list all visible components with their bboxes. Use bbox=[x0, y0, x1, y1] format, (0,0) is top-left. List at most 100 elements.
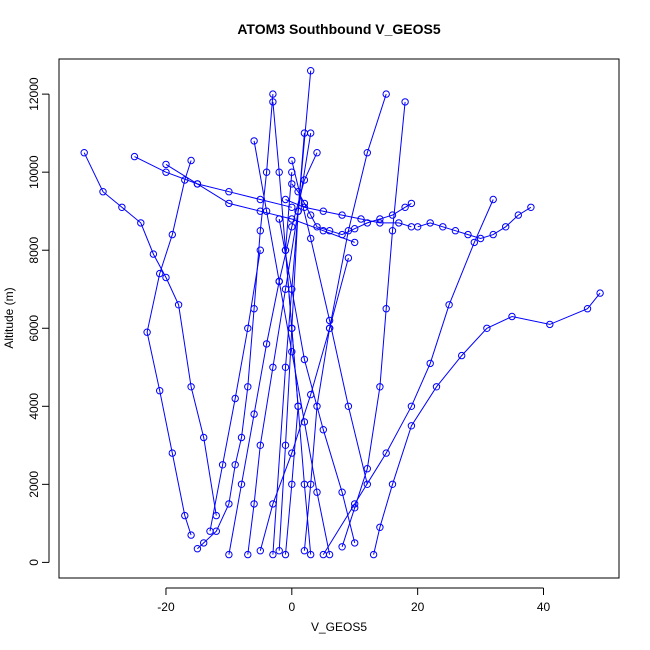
data-point bbox=[338, 543, 346, 551]
data-point bbox=[407, 223, 416, 231]
data-point bbox=[288, 480, 296, 488]
data-point bbox=[401, 203, 409, 212]
data-point bbox=[256, 195, 264, 204]
data-point bbox=[464, 230, 472, 239]
data-point bbox=[401, 98, 409, 106]
data-point bbox=[256, 547, 264, 555]
data-point bbox=[206, 527, 214, 535]
data-point bbox=[502, 223, 510, 231]
x-axis-label: V_GEOS5 bbox=[311, 620, 367, 634]
data-point bbox=[489, 195, 497, 204]
series-line-10 bbox=[291, 183, 412, 236]
data-point bbox=[376, 215, 384, 223]
data-point bbox=[363, 480, 371, 488]
data-point bbox=[269, 98, 277, 106]
data-point bbox=[319, 227, 327, 235]
data-point bbox=[476, 234, 485, 243]
series-line-16 bbox=[272, 101, 312, 555]
series-line-11 bbox=[417, 206, 532, 240]
data-point bbox=[307, 550, 315, 559]
data-point bbox=[231, 461, 239, 469]
data-point bbox=[376, 523, 384, 531]
data-point bbox=[149, 250, 158, 258]
series-line-23 bbox=[291, 160, 368, 485]
data-point bbox=[363, 149, 371, 157]
data-point bbox=[439, 223, 447, 231]
data-point bbox=[407, 422, 416, 430]
series-line-2 bbox=[83, 152, 217, 516]
data-point bbox=[288, 348, 296, 356]
data-point bbox=[118, 203, 126, 212]
data-point bbox=[256, 246, 264, 254]
y-tick-label: 12000 bbox=[27, 77, 41, 111]
x-axis: -20 0 20 40 bbox=[157, 587, 551, 614]
data-point bbox=[250, 500, 258, 508]
data-point bbox=[325, 316, 334, 325]
x-tick-label: 40 bbox=[537, 600, 551, 614]
data-point bbox=[231, 394, 239, 403]
data-point bbox=[168, 449, 177, 457]
data-point bbox=[225, 199, 233, 208]
data-point bbox=[237, 433, 246, 442]
data-point bbox=[351, 500, 359, 508]
data-point bbox=[162, 273, 170, 282]
data-point bbox=[300, 547, 309, 555]
data-point bbox=[369, 550, 378, 559]
plot-frame bbox=[58, 58, 620, 579]
data-point bbox=[281, 550, 290, 559]
data-point bbox=[388, 480, 397, 488]
data-point bbox=[325, 550, 334, 559]
y-axis: 0 2000 4000 6000 8000 10000 12000 bbox=[27, 77, 50, 566]
data-point bbox=[269, 363, 277, 371]
data-point bbox=[300, 199, 309, 208]
data-point bbox=[225, 500, 233, 508]
y-tick-label: 4000 bbox=[27, 393, 41, 420]
data-point bbox=[281, 195, 290, 204]
data-point bbox=[382, 90, 390, 98]
data-point bbox=[300, 129, 309, 137]
data-point bbox=[388, 227, 397, 235]
data-point bbox=[225, 188, 233, 196]
data-point bbox=[156, 269, 164, 278]
data-point bbox=[288, 285, 296, 293]
data-point bbox=[325, 324, 334, 332]
data-point bbox=[583, 305, 592, 313]
data-point bbox=[288, 223, 296, 231]
data-point bbox=[187, 531, 195, 539]
y-axis-label: Altitude (m) bbox=[2, 287, 16, 348]
data-point bbox=[225, 550, 233, 559]
data-point bbox=[395, 219, 403, 227]
data-point bbox=[319, 207, 327, 215]
data-point bbox=[156, 387, 164, 395]
data-point bbox=[376, 383, 384, 391]
data-point bbox=[187, 156, 195, 165]
series-layer bbox=[80, 67, 604, 559]
data-point bbox=[382, 449, 390, 457]
data-point bbox=[351, 238, 359, 247]
data-point bbox=[256, 441, 264, 449]
data-point bbox=[250, 410, 258, 418]
data-point bbox=[237, 480, 246, 488]
data-point bbox=[426, 219, 434, 227]
data-point bbox=[281, 363, 290, 371]
data-point bbox=[275, 215, 283, 223]
data-point bbox=[344, 254, 353, 262]
data-point bbox=[244, 383, 252, 391]
data-point bbox=[288, 203, 296, 212]
data-point bbox=[307, 211, 315, 219]
series-line-6 bbox=[341, 101, 406, 547]
data-point bbox=[307, 67, 315, 75]
data-point bbox=[275, 277, 283, 286]
data-point bbox=[162, 168, 170, 176]
data-point bbox=[200, 433, 208, 442]
y-tick-label: 8000 bbox=[27, 237, 41, 264]
data-point bbox=[313, 488, 321, 496]
data-point bbox=[313, 402, 321, 410]
data-point bbox=[300, 418, 309, 426]
data-point bbox=[200, 539, 208, 547]
data-point bbox=[489, 230, 497, 239]
data-point bbox=[130, 152, 139, 161]
y-tick-label: 0 bbox=[27, 559, 41, 566]
data-point bbox=[407, 402, 416, 410]
